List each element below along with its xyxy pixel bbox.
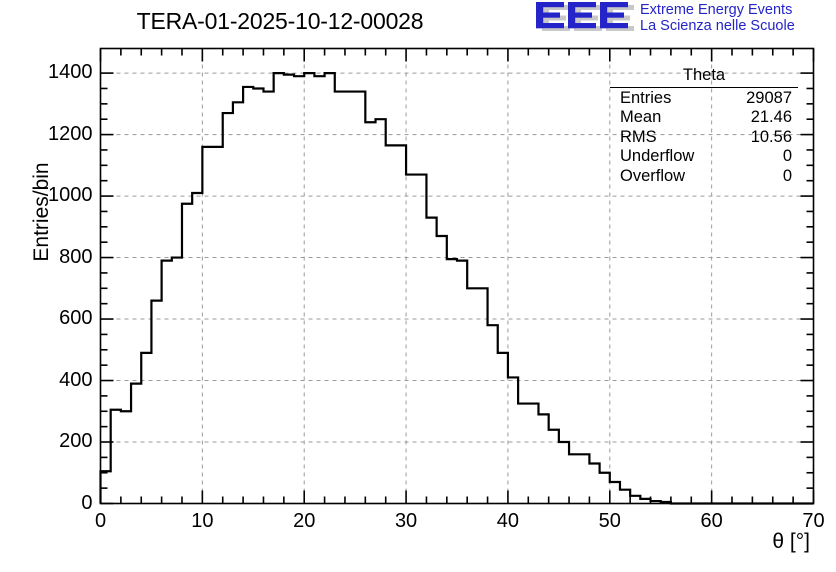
y-tick-label: 1400 xyxy=(48,61,93,84)
histogram-step-line xyxy=(99,71,814,505)
x-tick-label: 20 xyxy=(293,509,316,532)
x-tick-label: 50 xyxy=(598,509,621,532)
y-tick-label: 400 xyxy=(59,368,93,391)
eee-logo: Extreme Energy Events La Scienza nelle S… xyxy=(536,2,836,36)
x-tick-label: 60 xyxy=(700,509,723,532)
x-tick-label: 0 xyxy=(94,509,107,532)
stats-row-value: 0 xyxy=(782,166,792,185)
stats-row: Mean 21.46 xyxy=(610,108,798,128)
stats-row-label: Mean xyxy=(620,108,662,127)
y-tick-label: 1000 xyxy=(48,184,93,207)
page-title: TERA-01-2025-10-12-00028 xyxy=(136,8,424,34)
eee-logo-line1: Extreme Energy Events xyxy=(640,2,793,18)
stats-row: Entries 29087 xyxy=(610,89,798,109)
stats-title: Theta xyxy=(610,66,798,88)
eee-logo-mark-icon xyxy=(536,2,634,31)
x-axis-title: θ [°] xyxy=(772,530,810,553)
x-tick-label: 40 xyxy=(496,509,520,532)
x-tick-label: 70 xyxy=(802,509,825,532)
stats-rows: Entries 29087 Mean 21.46 RMS 10.56 Underflow 0 O… xyxy=(610,89,798,187)
stats-row-value: 21.46 xyxy=(750,108,792,127)
y-tick-label: 200 xyxy=(59,430,93,452)
plot-frame xyxy=(99,47,815,505)
stats-row-label: Overflow xyxy=(620,166,686,185)
stats-row-label: Underflow xyxy=(620,147,695,166)
y-tick-label: 600 xyxy=(59,307,93,330)
x-tick-label: 30 xyxy=(394,509,418,532)
eee-logo-line2: La Scienza nelle Scuole xyxy=(640,18,795,34)
gridlines xyxy=(100,48,814,504)
stats-box: Theta Entries 29087 Mean 21.46 RMS 10.56 Under… xyxy=(610,66,798,187)
x-tick-label: 10 xyxy=(191,509,214,532)
y-tick-label: 1200 xyxy=(48,122,93,145)
stats-row-value: 10.56 xyxy=(750,127,792,146)
stats-row-value: 29087 xyxy=(746,88,792,107)
eee-logo-text: Extreme Energy Events La Scienza nelle S… xyxy=(640,2,795,34)
y-tick-label: 0 xyxy=(81,491,93,514)
stats-row: RMS 10.56 xyxy=(610,128,798,148)
stats-row: Overflow 0 xyxy=(610,167,798,187)
stats-row-label: Entries xyxy=(620,88,672,107)
stats-row: Underflow 0 xyxy=(610,147,798,167)
y-tick-label: 800 xyxy=(59,245,93,268)
stats-row-value: 0 xyxy=(782,147,792,166)
stats-row-label: RMS xyxy=(620,127,657,146)
